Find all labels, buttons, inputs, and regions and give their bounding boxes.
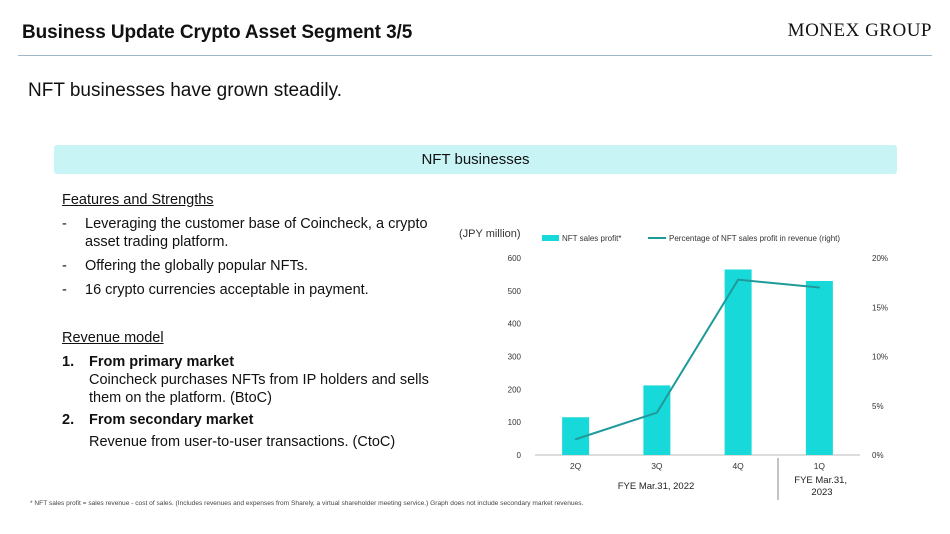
line-point <box>574 438 577 441</box>
feature-text: Leveraging the customer base of Coinchec… <box>85 216 428 250</box>
revenue-item-desc: Revenue from user-to-user transactions. … <box>89 434 396 450</box>
right-axis-ticks: 0% 5% 10% 15% 20% <box>872 254 888 460</box>
feature-text: 16 crypto currencies acceptable in payme… <box>85 282 369 298</box>
brand-logo: MONEX GROUP <box>787 20 932 41</box>
period-label-fy2023: FYE Mar.31, 2023 <box>794 475 849 498</box>
x-tick-label: 3Q <box>651 461 663 471</box>
feature-item: - Leveraging the customer base of Coinch… <box>62 215 442 251</box>
revenue-item-title: From primary market <box>89 354 235 370</box>
left-tick-label: 600 <box>508 254 522 263</box>
left-axis-ticks: 0 100 200 300 400 500 600 <box>508 254 522 460</box>
left-tick-label: 400 <box>508 320 522 329</box>
revenue-item-title: From secondary market <box>89 412 254 428</box>
legend-bar-label: NFT sales profit* <box>562 234 621 243</box>
left-tick-label: 200 <box>508 385 522 394</box>
revenue-item-desc: Coincheck purchases NFTs from IP holders… <box>89 372 429 406</box>
x-tick-label: 4Q <box>732 461 744 471</box>
line-point <box>656 411 658 414</box>
period-label-fy2022: FYE Mar.31, 2022 <box>618 481 695 492</box>
line-point <box>818 286 821 289</box>
bar-series <box>562 269 833 455</box>
slide-subtitle: NFT businesses have grown steadily. <box>28 80 343 101</box>
period-label-fy2023-line2: 2023 <box>811 487 832 498</box>
right-tick-label: 5% <box>872 402 884 411</box>
number-marker: 1. <box>62 354 75 370</box>
right-tick-label: 10% <box>872 353 888 362</box>
page-title: Business Update Crypto Asset Segment 3/5 <box>22 22 413 43</box>
revenue-item: 2. From secondary market <box>62 411 442 429</box>
y-axis-unit-label: (JPY million) <box>459 228 521 240</box>
left-tick-label: 300 <box>508 353 522 362</box>
period-label-fy2023-line1: FYE Mar.31, <box>794 475 847 486</box>
section-banner-label: NFT businesses <box>421 151 530 168</box>
percentage-line <box>575 278 820 441</box>
feature-text: Offering the globally popular NFTs. <box>85 258 308 274</box>
bar <box>805 280 833 455</box>
features-heading: Features and Strengths <box>62 192 214 208</box>
feature-item: - 16 crypto currencies acceptable in pay… <box>62 281 442 299</box>
revenue-heading: Revenue model <box>62 330 164 346</box>
left-column: Features and Strengths - Leveraging the … <box>62 191 442 455</box>
right-tick-label: 20% <box>872 254 888 263</box>
feature-item: - Offering the globally popular NFTs. <box>62 257 442 275</box>
left-tick-label: 100 <box>508 418 522 427</box>
nft-profit-chart: (JPY million) NFT sales profit* Percenta… <box>459 228 888 500</box>
left-tick-label: 500 <box>508 287 522 296</box>
legend-line-label: Percentage of NFT sales profit in revenu… <box>669 234 840 243</box>
right-tick-label: 15% <box>872 303 888 312</box>
number-marker: 2. <box>62 412 75 428</box>
footnote: * NFT sales profit = sales revenue - cos… <box>30 500 584 507</box>
x-axis-ticks: 2Q 3Q 4Q 1Q <box>570 461 825 471</box>
line-series <box>574 278 821 441</box>
x-tick-label: 1Q <box>814 461 826 471</box>
bullet-marker: - <box>62 216 67 232</box>
bullet-marker: - <box>62 282 67 298</box>
line-point <box>737 278 739 281</box>
header-divider <box>18 55 932 56</box>
revenue-item: 1. From primary market <box>62 353 442 371</box>
section-banner: NFT businesses <box>54 145 897 174</box>
chart-legend: NFT sales profit* Percentage of NFT sale… <box>542 234 840 243</box>
left-tick-label: 0 <box>517 451 522 460</box>
bullet-marker: - <box>62 258 67 274</box>
x-tick-label: 2Q <box>570 461 582 471</box>
legend-bar-swatch <box>542 235 559 241</box>
right-tick-label: 0% <box>872 451 884 460</box>
bar <box>724 269 752 455</box>
